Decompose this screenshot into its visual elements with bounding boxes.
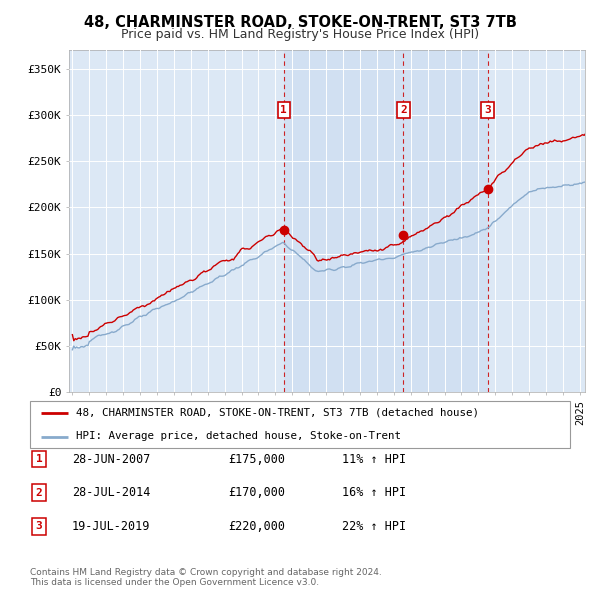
Text: 2: 2 <box>35 488 43 497</box>
Text: 3: 3 <box>35 522 43 531</box>
Text: £175,000: £175,000 <box>228 453 285 466</box>
Text: 3: 3 <box>484 105 491 115</box>
Text: 16% ↑ HPI: 16% ↑ HPI <box>342 486 406 499</box>
Text: 22% ↑ HPI: 22% ↑ HPI <box>342 520 406 533</box>
Text: 48, CHARMINSTER ROAD, STOKE-ON-TRENT, ST3 7TB (detached house): 48, CHARMINSTER ROAD, STOKE-ON-TRENT, ST… <box>76 408 479 418</box>
Text: 28-JUL-2014: 28-JUL-2014 <box>72 486 151 499</box>
Text: 28-JUN-2007: 28-JUN-2007 <box>72 453 151 466</box>
Text: £220,000: £220,000 <box>228 520 285 533</box>
Text: £170,000: £170,000 <box>228 486 285 499</box>
Text: 48, CHARMINSTER ROAD, STOKE-ON-TRENT, ST3 7TB: 48, CHARMINSTER ROAD, STOKE-ON-TRENT, ST… <box>83 15 517 30</box>
FancyBboxPatch shape <box>30 401 570 448</box>
Text: 1: 1 <box>35 454 43 464</box>
Text: Contains HM Land Registry data © Crown copyright and database right 2024.
This d: Contains HM Land Registry data © Crown c… <box>30 568 382 587</box>
Text: 1: 1 <box>280 105 287 115</box>
Text: 2: 2 <box>400 105 407 115</box>
Text: HPI: Average price, detached house, Stoke-on-Trent: HPI: Average price, detached house, Stok… <box>76 431 401 441</box>
Text: 11% ↑ HPI: 11% ↑ HPI <box>342 453 406 466</box>
Bar <box>284 50 488 392</box>
Text: Price paid vs. HM Land Registry's House Price Index (HPI): Price paid vs. HM Land Registry's House … <box>121 28 479 41</box>
Text: 19-JUL-2019: 19-JUL-2019 <box>72 520 151 533</box>
